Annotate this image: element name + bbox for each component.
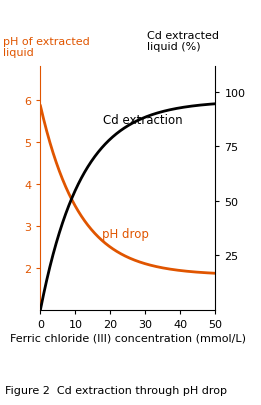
- Text: Cd extraction: Cd extraction: [103, 113, 183, 126]
- X-axis label: Ferric chloride (III) concentration (mmol/L): Ferric chloride (III) concentration (mmo…: [10, 333, 246, 343]
- Text: liquid (%): liquid (%): [147, 41, 201, 51]
- Text: pH of extracted: pH of extracted: [3, 36, 89, 47]
- Text: Cd extracted: Cd extracted: [147, 30, 220, 40]
- Text: liquid: liquid: [3, 47, 33, 58]
- Text: pH drop: pH drop: [102, 228, 149, 241]
- Text: Figure 2  Cd extraction through pH drop: Figure 2 Cd extraction through pH drop: [5, 385, 227, 395]
